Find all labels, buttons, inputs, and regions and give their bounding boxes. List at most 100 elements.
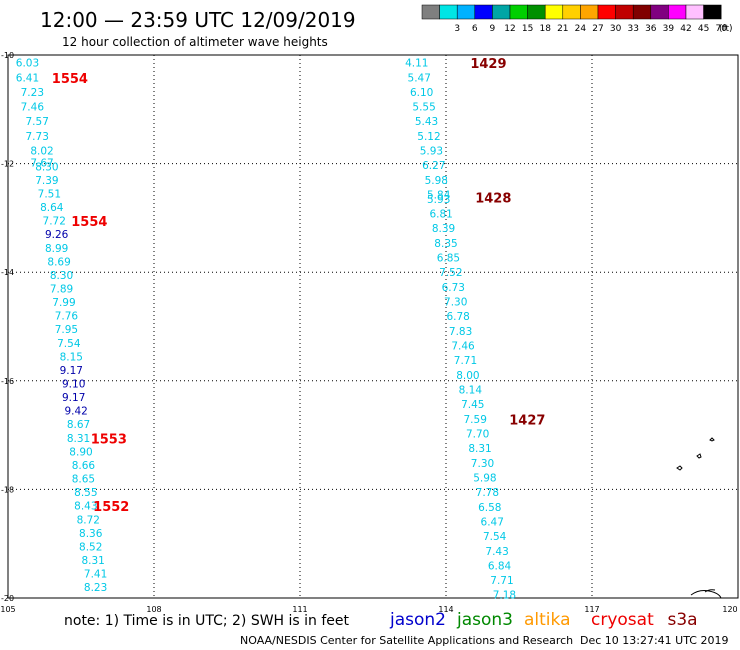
- swh-value: 7.72: [43, 216, 66, 228]
- legend-bin-label: 36: [645, 24, 657, 34]
- legend-bin-label: 33: [627, 24, 638, 34]
- legend-bin-label: 24: [575, 24, 587, 34]
- swh-value: 8.66: [72, 460, 96, 472]
- swh-value: 8.35: [434, 238, 457, 250]
- swh-value: 8.55: [74, 487, 97, 499]
- satellite-name: jason3: [456, 610, 513, 630]
- pass-time-label: 1428: [475, 191, 511, 206]
- plot-grid: [8, 55, 738, 598]
- legend-swatch: [492, 4, 511, 20]
- legend-swatch: [597, 4, 616, 20]
- swh-value: 8.36: [79, 528, 103, 540]
- swh-value: 8.99: [45, 243, 68, 255]
- legend-swatch: [421, 4, 440, 20]
- swh-value: 7.39: [35, 175, 58, 187]
- satellite-name: jason2: [389, 610, 446, 630]
- y-tick-label: -14: [1, 268, 14, 277]
- swh-value: 6.73: [442, 282, 465, 294]
- legend-unit: (ft): [719, 24, 733, 34]
- x-tick-label: 117: [584, 605, 599, 614]
- swh-value: 7.67: [30, 158, 53, 170]
- swh-value: 8.23: [84, 582, 107, 594]
- track-west: 6.036.417.237.467.577.738.027.678.307.39…: [16, 58, 108, 595]
- legend-swatch: [474, 4, 493, 20]
- swh-value: 7.51: [38, 188, 61, 200]
- footer-credit: NOAA/NESDIS Center for Satellite Applica…: [240, 634, 573, 647]
- swh-value: 8.67: [67, 419, 90, 431]
- swh-value: 5.55: [412, 102, 435, 114]
- legend-swatch: [509, 4, 528, 20]
- chart-subtitle: 12 hour collection of altimeter wave hei…: [62, 35, 328, 49]
- swh-value: 7.30: [471, 458, 494, 470]
- swh-value: 5.98: [425, 175, 448, 187]
- swh-value: 7.30: [444, 297, 467, 309]
- legend-bin-label: 21: [557, 24, 568, 34]
- y-tick-label: -18: [1, 485, 14, 494]
- swh-value: 4.11: [405, 58, 428, 70]
- swh-value: 5.93: [427, 194, 450, 206]
- track-east: 4.11 5.47 6.10 5.55 5.43 5.12 5.93 6.27 5.98 5.84…: [405, 58, 516, 602]
- x-tick-label: 105: [0, 605, 15, 614]
- swh-value: 7.70: [466, 428, 489, 440]
- swh-value: 7.71: [490, 575, 513, 587]
- swh-value: 8.69: [47, 256, 70, 268]
- legend-swatch: [527, 4, 546, 20]
- pass-time-label: 1554: [71, 215, 107, 230]
- swh-value: 6.41: [16, 72, 39, 84]
- legend-bin-label: 9: [490, 24, 496, 34]
- legend-swatch: [544, 4, 564, 20]
- x-tick-label: 108: [146, 605, 161, 614]
- color-legend: 3 6 9 12 15 18 21 24 27 30 33 36 39 42 45 70(ft): [421, 4, 733, 34]
- swh-value: 5.47: [408, 72, 431, 84]
- pass-time-label: 1552: [93, 500, 129, 515]
- swh-value: 7.78: [476, 487, 499, 499]
- swh-value: 7.71: [454, 355, 477, 367]
- pass-time-label: 1554: [52, 72, 88, 87]
- legend-bin-label: 30: [610, 24, 622, 34]
- legend-swatch: [439, 4, 458, 20]
- swh-value: 6.47: [481, 516, 504, 528]
- swh-value: 9.10: [62, 379, 85, 391]
- swh-value: 5.98: [473, 472, 496, 484]
- footer-note: note: 1) Time is in UTC; 2) SWH is in fe…: [64, 613, 350, 629]
- swh-value: 5.93: [420, 146, 443, 158]
- swh-value: 7.43: [485, 546, 508, 558]
- x-tick-label: 111: [292, 605, 307, 614]
- satellite-legend: jason2 jason3 altika cryosat s3a: [389, 610, 698, 630]
- swh-value: 8.14: [459, 384, 483, 396]
- legend-swatch: [668, 4, 687, 20]
- legend-swatch: [703, 4, 722, 20]
- swh-value: 7.57: [26, 116, 49, 128]
- swh-value: 8.30: [50, 270, 73, 282]
- swh-value: 7.41: [84, 569, 107, 581]
- swh-value: 7.73: [26, 131, 49, 143]
- swh-value: 7.18: [493, 590, 516, 602]
- swh-value: 8.43: [74, 501, 97, 513]
- swh-value: 8.64: [40, 202, 64, 214]
- legend-swatch: [632, 4, 652, 20]
- swh-value: 7.54: [483, 531, 507, 543]
- swh-value: 7.54: [57, 338, 81, 350]
- swh-value: 5.43: [415, 116, 438, 128]
- legend-bin-label: 15: [522, 24, 533, 34]
- swh-value: 8.39: [432, 223, 455, 235]
- swh-value: 7.46: [21, 102, 45, 114]
- legend-bin-label: 70: [715, 24, 727, 34]
- swh-value: 6.58: [478, 502, 501, 514]
- x-tick-label: 114: [438, 605, 453, 614]
- swh-value: 6.78: [446, 311, 469, 323]
- footer-timestamp: Dec 10 13:27:41 UTC 2019: [580, 634, 728, 647]
- swh-value: 8.15: [60, 351, 83, 363]
- satellite-name: s3a: [668, 610, 698, 630]
- swh-value: 8.31: [468, 443, 491, 455]
- swh-value: 7.45: [461, 399, 484, 411]
- legend-bin-label: 45: [698, 24, 709, 34]
- swh-value: 6.03: [16, 58, 39, 70]
- pass-time-label: 1427: [509, 413, 545, 428]
- x-tick-label: 120: [722, 605, 737, 614]
- swh-value: 6.27: [422, 160, 445, 172]
- pass-time-labels: 1554 1554 1553 1552 1429 1428 1427: [52, 57, 546, 515]
- swh-value: 7.46: [451, 341, 475, 353]
- legend-bin-label: 6: [472, 24, 478, 34]
